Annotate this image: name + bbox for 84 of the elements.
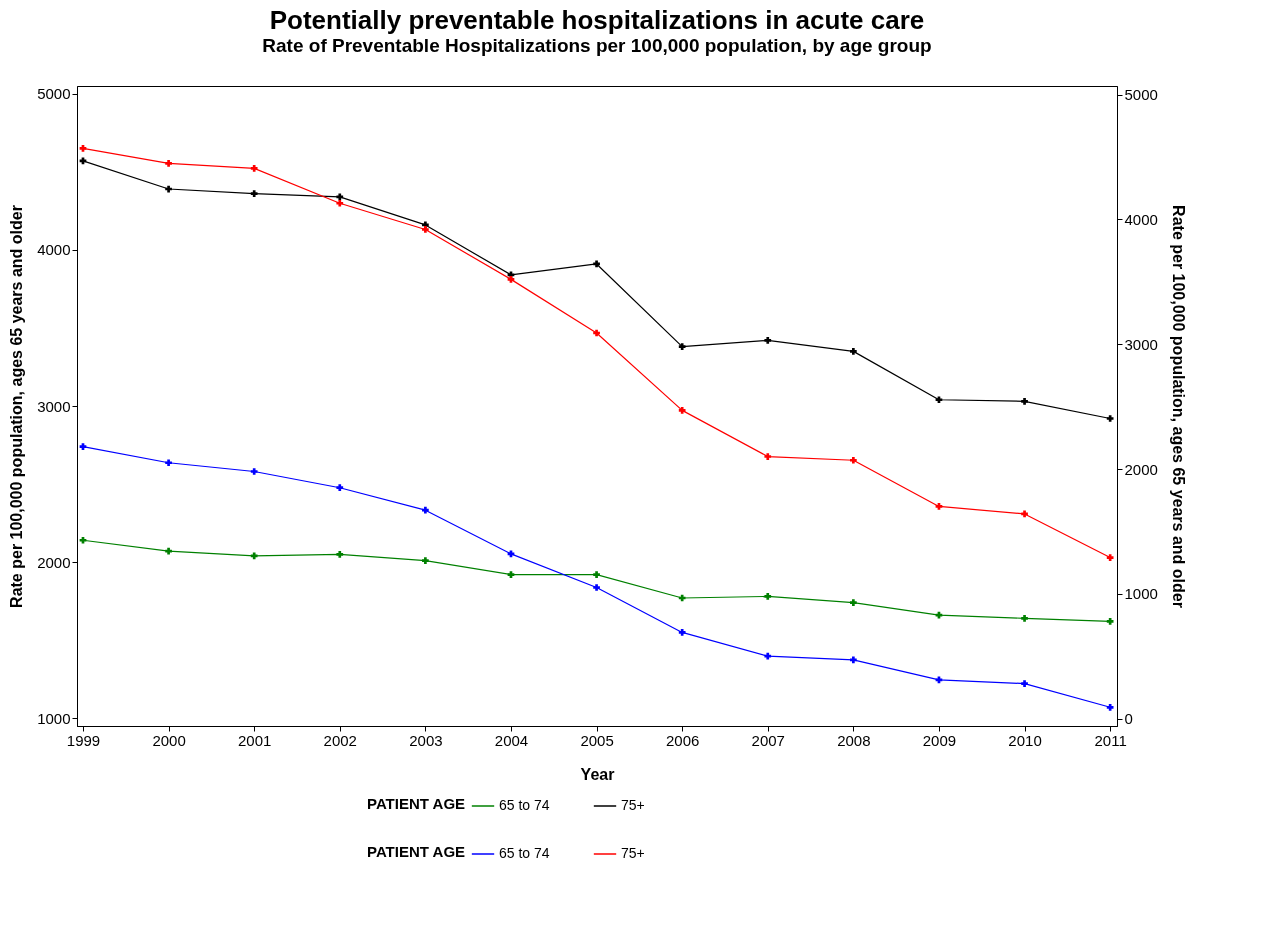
point bbox=[336, 193, 344, 201]
point bbox=[507, 550, 515, 558]
point bbox=[850, 456, 857, 464]
point bbox=[935, 611, 943, 619]
y-axis-title: Rate per 100,000 population, ages 65 years and older bbox=[8, 205, 26, 608]
point bbox=[422, 557, 429, 564]
y2-axis-title: Rate per 100,000 population, ages 65 years and older bbox=[1169, 205, 1187, 608]
point bbox=[1021, 397, 1028, 405]
point bbox=[79, 443, 87, 450]
point bbox=[165, 185, 172, 193]
point bbox=[678, 594, 686, 602]
point bbox=[250, 468, 258, 475]
point bbox=[593, 260, 600, 268]
x-tick-label: 2002 bbox=[323, 731, 357, 749]
x-tick-label: 2000 bbox=[152, 731, 186, 749]
point bbox=[593, 571, 600, 578]
y2-tick-label: 1000 bbox=[1124, 585, 1158, 603]
point bbox=[593, 584, 600, 591]
point bbox=[165, 459, 172, 467]
point bbox=[1106, 618, 1114, 625]
point bbox=[422, 226, 429, 233]
x-tick-label: 1999 bbox=[66, 731, 101, 749]
y2-tick-label: 5000 bbox=[1124, 86, 1158, 104]
point bbox=[507, 276, 515, 283]
y2-tick-label: 2000 bbox=[1124, 460, 1158, 478]
point bbox=[79, 145, 87, 152]
point bbox=[1021, 614, 1028, 622]
legend-label: 65 to 74 bbox=[499, 845, 550, 861]
point bbox=[1106, 415, 1114, 422]
y-tick-label: 4000 bbox=[37, 241, 71, 259]
point bbox=[422, 506, 429, 514]
text: PATIENT AGE bbox=[367, 843, 466, 860]
x-tick-label: 2006 bbox=[665, 731, 700, 749]
x-tick-label: 2009 bbox=[922, 731, 957, 749]
point bbox=[935, 396, 943, 404]
point bbox=[1106, 703, 1114, 711]
x-tick-label: 2011 bbox=[1094, 731, 1127, 749]
point bbox=[850, 599, 857, 607]
legend-label: 75+ bbox=[621, 845, 645, 861]
point bbox=[764, 652, 772, 660]
point bbox=[336, 550, 344, 558]
point bbox=[250, 552, 258, 560]
point bbox=[507, 571, 515, 578]
point bbox=[165, 159, 172, 167]
point bbox=[678, 343, 686, 351]
point bbox=[678, 407, 686, 414]
legend-label: 75+ bbox=[621, 797, 645, 813]
point bbox=[1106, 554, 1114, 561]
point bbox=[250, 164, 258, 172]
point bbox=[764, 453, 772, 460]
legend-title: PATIENT AGE bbox=[367, 795, 466, 812]
y2-tick-label: 3000 bbox=[1124, 335, 1158, 353]
x-tick-label: 2003 bbox=[409, 731, 443, 749]
y2-tick-label: 4000 bbox=[1124, 210, 1158, 228]
point bbox=[250, 190, 258, 198]
y-tick-label: 1000 bbox=[37, 709, 71, 727]
point bbox=[1021, 680, 1028, 687]
point bbox=[764, 593, 772, 600]
x-tick-label: 2001 bbox=[238, 731, 272, 749]
legend-label: 65 to 74 bbox=[499, 797, 550, 813]
point bbox=[1021, 510, 1028, 518]
y-tick-label: 5000 bbox=[37, 85, 71, 103]
y-tick-label: 3000 bbox=[37, 397, 71, 415]
point bbox=[935, 503, 943, 510]
chart-subtitle: Rate of Preventable Hospitalizations per 100,000 population, by age group bbox=[262, 35, 932, 56]
x-tick-label: 2010 bbox=[1008, 731, 1042, 749]
point bbox=[764, 337, 772, 344]
point bbox=[593, 329, 600, 337]
y2-tick-label: 0 bbox=[1124, 710, 1133, 728]
x-tick-label: 2007 bbox=[751, 731, 785, 749]
point bbox=[935, 676, 943, 684]
point bbox=[336, 484, 344, 492]
chart-title: Potentially preventable hospitalizations in acute care bbox=[269, 5, 925, 35]
point bbox=[850, 348, 857, 355]
x-tick-label: 2008 bbox=[837, 731, 871, 749]
point bbox=[678, 629, 686, 636]
point bbox=[850, 656, 857, 664]
x-axis-title: Year bbox=[580, 765, 615, 783]
point bbox=[336, 199, 344, 207]
y-tick-label: 2000 bbox=[37, 553, 71, 571]
x-tick-label: 2005 bbox=[580, 731, 614, 749]
point bbox=[165, 547, 172, 555]
point bbox=[79, 536, 87, 544]
x-tick-label: 2004 bbox=[494, 731, 529, 749]
